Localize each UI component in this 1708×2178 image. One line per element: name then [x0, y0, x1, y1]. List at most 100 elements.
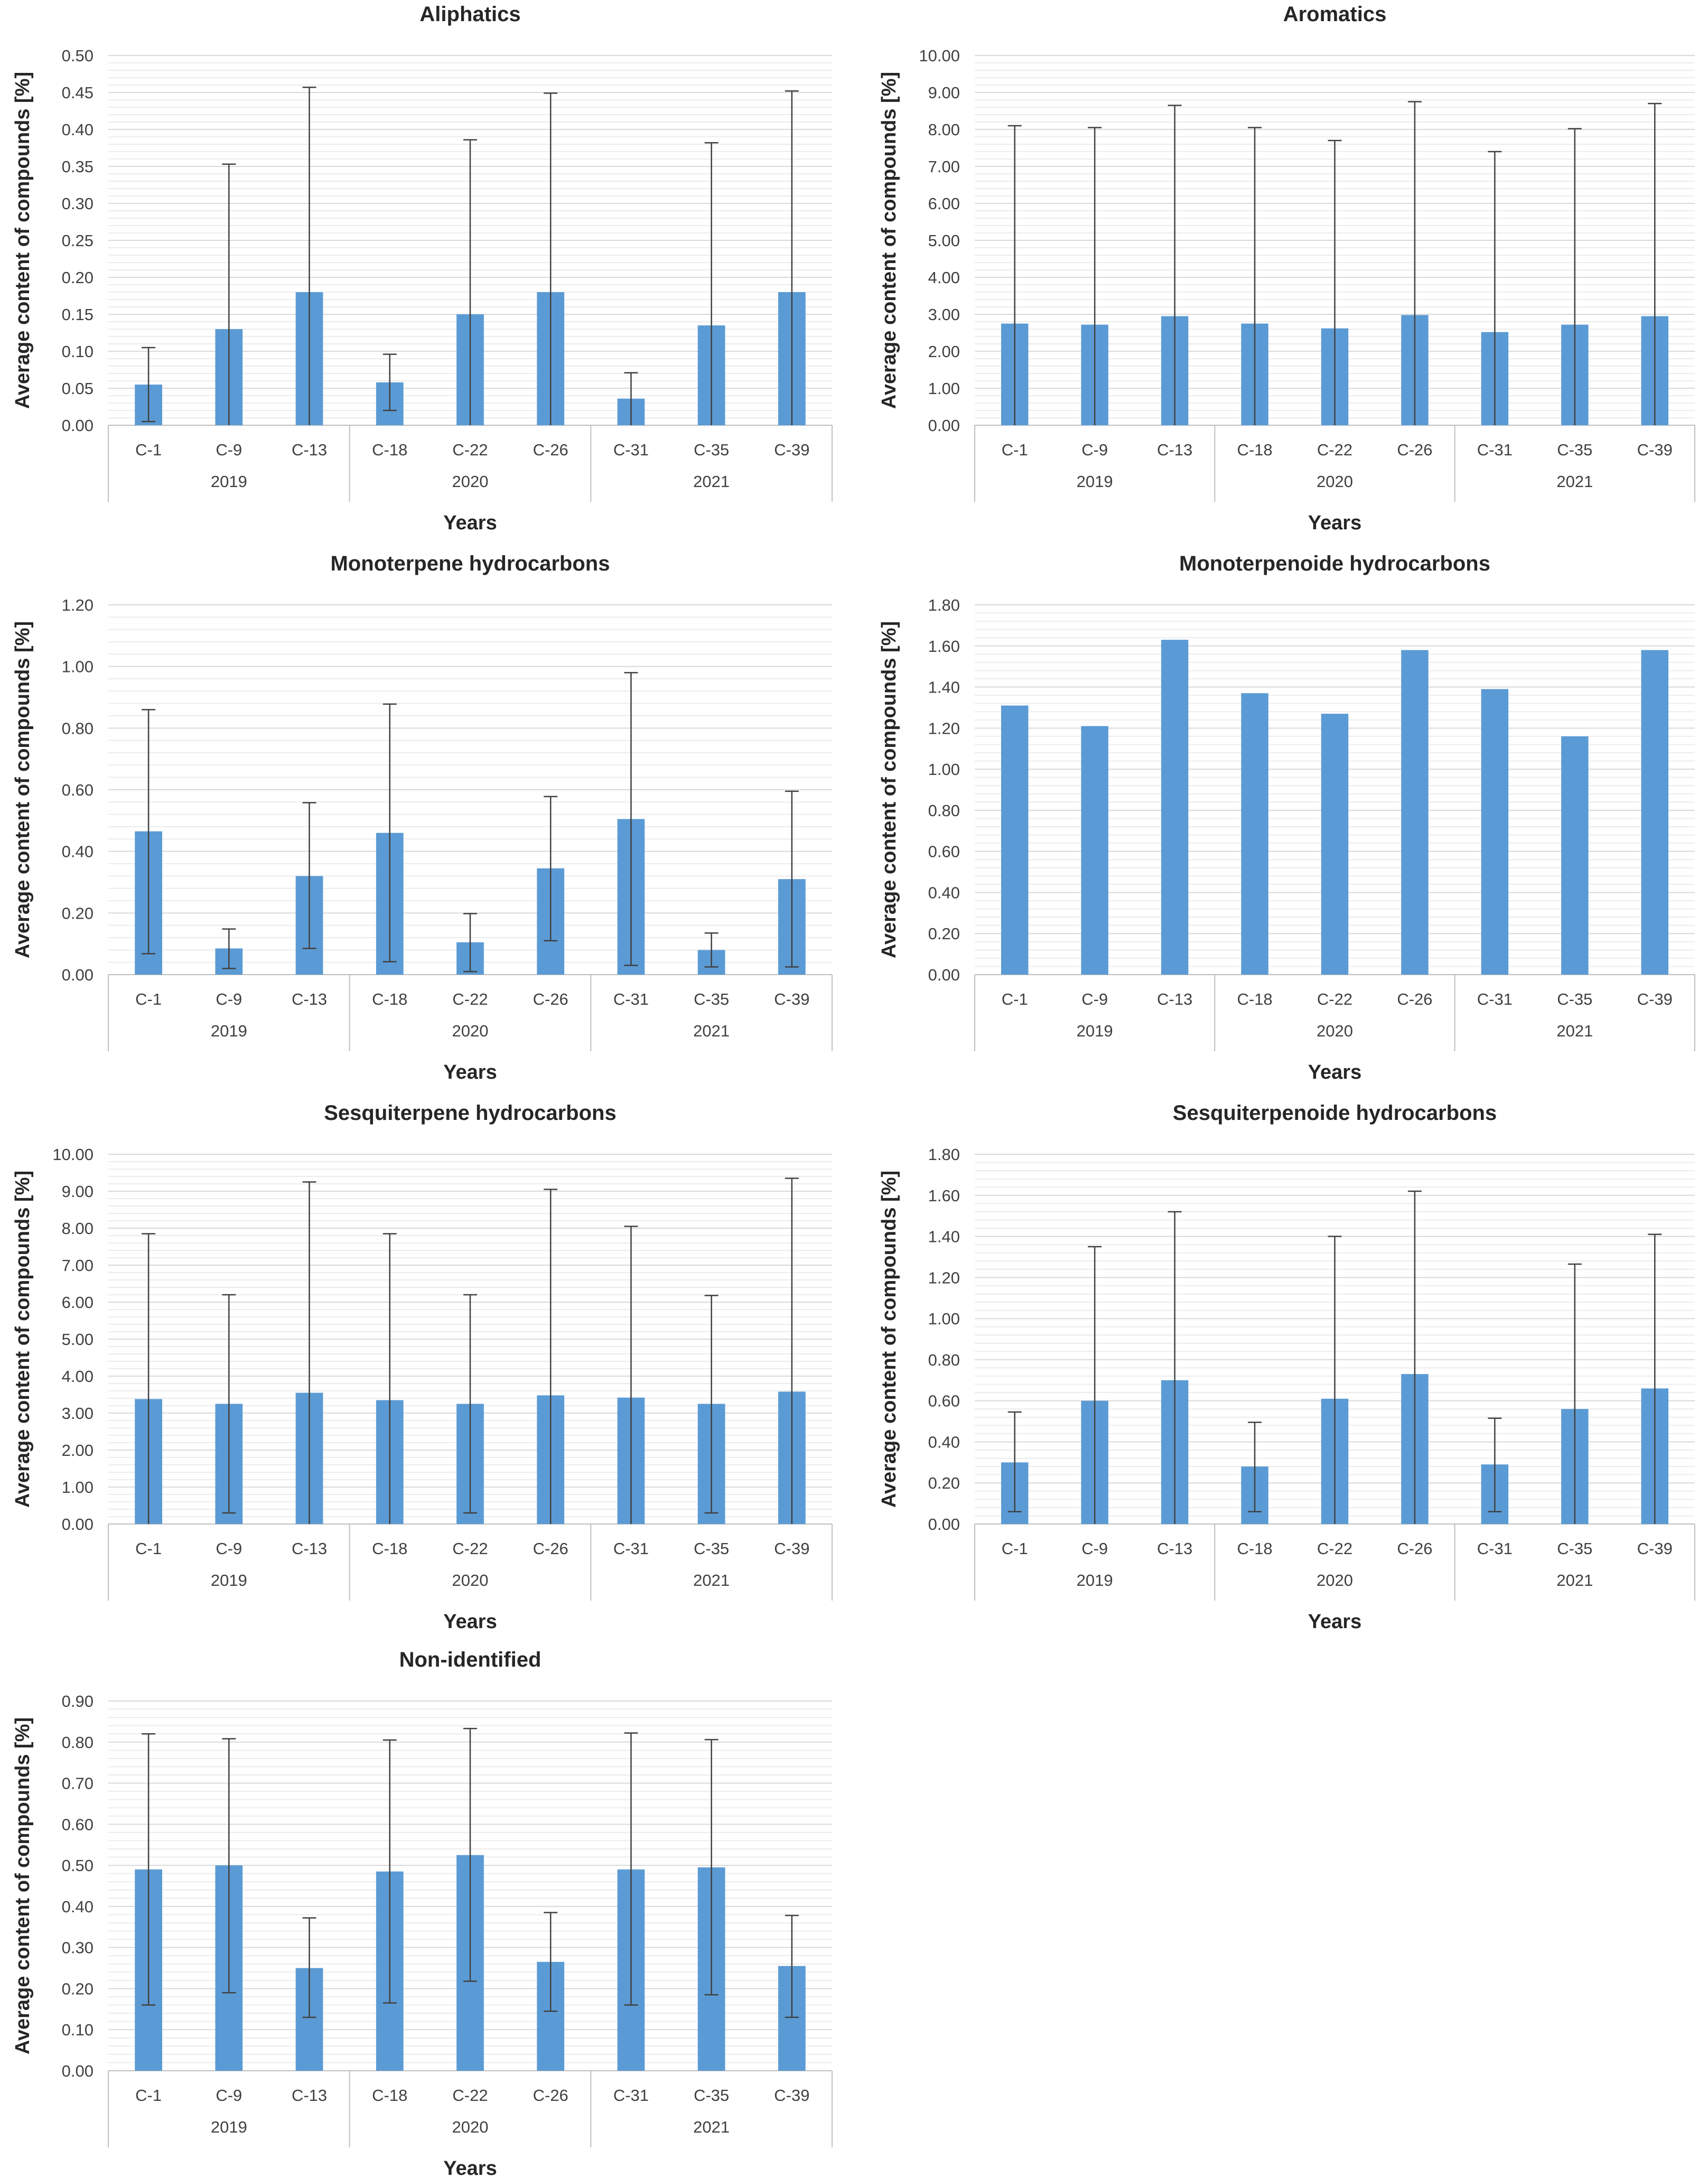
y-tick-label: 0.00 — [928, 966, 960, 984]
category-label: C-22 — [452, 2086, 488, 2105]
category-label: C-26 — [533, 1539, 568, 1558]
category-label: C-35 — [694, 990, 729, 1008]
y-tick-label: 0.00 — [62, 1515, 94, 1534]
x-axis-label: Years — [1308, 1061, 1361, 1083]
y-tick-label: 10.00 — [919, 46, 960, 65]
y-tick-label: 1.80 — [928, 596, 960, 614]
category-label: C-39 — [774, 1539, 809, 1558]
y-tick-label: 0.00 — [62, 966, 94, 984]
category-label: C-31 — [613, 441, 649, 459]
y-tick-label: 0.00 — [928, 416, 960, 435]
group-label: 2019 — [1077, 472, 1113, 491]
category-label: C-1 — [1002, 1539, 1028, 1558]
category-label: C-22 — [452, 441, 488, 459]
y-tick-label: 1.00 — [928, 379, 960, 398]
group-label: 2021 — [693, 2118, 730, 2136]
chart-aliphatics: Aliphatics Average content of compounds [… — [12, 3, 833, 534]
chart-sesquiterpenoide: Sesquiterpenoide hydrocarbons Average con… — [878, 1101, 1695, 1633]
y-tick-label: 0.45 — [62, 83, 94, 102]
chart-panel-sesquiterpenoide: Sesquiterpenoide hydrocarbons Average con… — [866, 1099, 1708, 1643]
group-label: 2019 — [211, 1571, 247, 1590]
category-label: C-22 — [1317, 990, 1352, 1008]
category-label: C-9 — [216, 2086, 242, 2105]
y-tick-label: 1.60 — [928, 1186, 960, 1205]
y-tick-label: 0.60 — [928, 1392, 960, 1410]
y-tick-label: 0.15 — [62, 305, 94, 324]
chart-nonidentified: Non-identified Average content of compoun… — [12, 1648, 833, 2178]
y-tick-label: 0.60 — [62, 781, 94, 799]
y-tick-label: 0.00 — [62, 2062, 94, 2080]
y-axis-label: Average content of compounds [%] — [12, 1171, 34, 1508]
category-label: C-31 — [613, 2086, 649, 2105]
y-tick-label: 0.10 — [62, 2021, 94, 2039]
y-tick-label: 0.40 — [62, 843, 94, 861]
chart-panel-aliphatics: Aliphatics Average content of compounds [… — [0, 0, 845, 544]
y-tick-label: 0.50 — [62, 1856, 94, 1875]
x-axis-label: Years — [1308, 1611, 1361, 1633]
chart-panel-monoterpenoide: Monoterpenoide hydrocarbons Average conte… — [866, 549, 1708, 1093]
y-axis-label: Average content of compounds [%] — [12, 72, 34, 409]
y-tick-label: 0.80 — [62, 1733, 94, 1752]
category-label: C-26 — [1397, 441, 1432, 459]
y-tick-label: 6.00 — [62, 1293, 94, 1312]
y-axis-label: Average content of compounds [%] — [12, 621, 34, 958]
category-label: C-13 — [292, 2086, 327, 2105]
category-label: C-18 — [372, 2086, 407, 2105]
y-axis-label: Average content of compounds [%] — [12, 1717, 34, 2054]
category-label: C-18 — [1237, 990, 1272, 1008]
y-tick-label: 0.25 — [62, 231, 94, 250]
category-label: C-18 — [1237, 441, 1272, 459]
bar-c-26 — [1401, 650, 1429, 975]
y-tick-label: 0.00 — [928, 1515, 960, 1534]
bar-c-13 — [1161, 640, 1189, 975]
category-label: C-39 — [774, 990, 809, 1008]
chart-title: Monoterpenoide hydrocarbons — [1179, 552, 1490, 575]
x-axis-label: Years — [443, 512, 497, 534]
category-label: C-13 — [1157, 441, 1192, 459]
y-tick-label: 0.20 — [62, 904, 94, 922]
chart-title: Non-identified — [399, 1648, 542, 1671]
chart-title: Aliphatics — [419, 3, 520, 26]
y-tick-label: 0.40 — [928, 1433, 960, 1451]
category-label: C-18 — [372, 441, 407, 459]
group-label: 2019 — [1077, 1571, 1113, 1590]
group-label: 2021 — [693, 1571, 730, 1590]
y-tick-label: 0.60 — [928, 843, 960, 861]
category-label: C-22 — [1317, 1539, 1352, 1558]
bar-c-1 — [1001, 705, 1029, 975]
group-label: 2020 — [452, 1022, 489, 1040]
y-tick-label: 8.00 — [62, 1219, 94, 1238]
y-tick-label: 9.00 — [928, 83, 960, 102]
y-tick-label: 2.00 — [928, 342, 960, 361]
y-axis-label: Average content of compounds [%] — [878, 621, 900, 958]
category-label: C-1 — [1002, 441, 1028, 459]
category-label: C-39 — [1637, 990, 1673, 1008]
y-tick-label: 6.00 — [928, 194, 960, 213]
y-tick-label: 0.35 — [62, 157, 94, 176]
group-label: 2021 — [1556, 1571, 1593, 1590]
category-label: C-9 — [216, 441, 242, 459]
y-tick-label: 4.00 — [928, 268, 960, 287]
x-axis-label: Years — [443, 1061, 497, 1083]
y-tick-label: 9.00 — [62, 1182, 94, 1201]
category-label: C-13 — [1157, 1539, 1192, 1558]
category-label: C-39 — [774, 441, 809, 459]
chart-title: Sesquiterpenoide hydrocarbons — [1173, 1101, 1497, 1125]
category-label: C-31 — [613, 990, 649, 1008]
y-tick-label: 1.40 — [928, 1228, 960, 1246]
category-label: C-35 — [694, 2086, 729, 2105]
category-label: C-26 — [1397, 1539, 1432, 1558]
y-tick-label: 0.05 — [62, 379, 94, 398]
category-label: C-1 — [135, 1539, 162, 1558]
bar-c-9 — [1081, 726, 1108, 975]
y-tick-label: 2.00 — [62, 1441, 94, 1460]
x-axis-label: Years — [443, 1611, 497, 1633]
group-label: 2019 — [211, 1022, 247, 1040]
y-axis-label: Average content of compounds [%] — [878, 1171, 900, 1508]
y-tick-label: 1.20 — [928, 1268, 960, 1287]
y-tick-label: 0.10 — [62, 342, 94, 361]
category-label: C-39 — [1637, 441, 1673, 459]
category-label: C-35 — [1557, 990, 1592, 1008]
chart-panel-sesquiterpene: Sesquiterpene hydrocarbons Average conten… — [0, 1099, 845, 1643]
group-label: 2019 — [1077, 1022, 1113, 1040]
